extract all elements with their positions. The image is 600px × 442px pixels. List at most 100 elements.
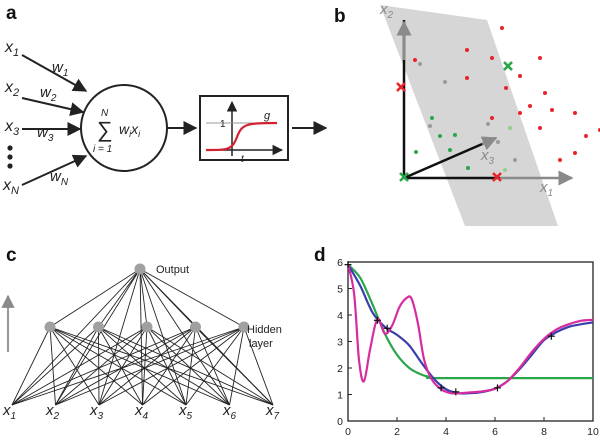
grey-point: [428, 124, 432, 128]
green-fit-curve: [347, 263, 594, 380]
input-output-edge: [55, 268, 141, 406]
y-tick-label: 4: [337, 310, 343, 322]
input-output-edge: [139, 268, 230, 406]
input-x1-label: x1: [4, 39, 19, 59]
red-point: [504, 86, 508, 90]
input-label-x6: x6: [222, 402, 237, 422]
input-hidden-edge: [98, 326, 230, 406]
hidden-output-edge: [139, 268, 245, 328]
y-tick-label: 1: [337, 390, 343, 402]
input-label-x2: x2: [45, 402, 60, 422]
input-hidden-edge: [11, 326, 51, 406]
data-point-marker: [344, 261, 352, 269]
input-output-edge: [139, 268, 187, 406]
x-tick-label: 2: [394, 426, 400, 438]
grey-point: [486, 122, 490, 126]
activation-tick-label: 1: [220, 119, 226, 130]
hidden-node: [44, 321, 56, 333]
data-point-marker: [373, 316, 381, 324]
input-hidden-edge: [55, 326, 99, 406]
green-point: [438, 134, 442, 138]
activation-axis-label: t: [241, 154, 245, 165]
input-hidden-edge: [229, 326, 245, 406]
input-hidden-edge: [49, 326, 100, 406]
input-hidden-edge: [49, 326, 274, 406]
input-hidden-edge: [146, 326, 274, 406]
panel-a: a x1 x2 x3 xN w1 w2 w3 wN N ∑ wixi i = 1: [2, 3, 328, 197]
hidden-layer-label-line2: layer: [249, 338, 273, 350]
input-labels: x1 x2 x3 x4 x5 x6 x7: [2, 402, 280, 422]
x-tick-label: 8: [541, 426, 547, 438]
input-output-edge: [98, 268, 141, 406]
red-point: [465, 76, 469, 80]
weight-arrow-n: [21, 154, 88, 186]
data-point-marker: [493, 384, 501, 392]
input-hidden-edge: [98, 326, 100, 406]
hidden-node: [190, 321, 201, 333]
hidden-output-edge: [49, 268, 141, 328]
green-cross-marker: [503, 61, 513, 71]
y-tick-label: 0: [337, 416, 343, 428]
panel-label-c: c: [6, 245, 17, 266]
red-cross-marker: [396, 82, 406, 92]
input-hidden-edge: [98, 326, 143, 406]
input-hidden-edge: [195, 326, 230, 406]
output-label: Output: [156, 264, 189, 276]
input-hidden-edge: [49, 326, 230, 406]
input-xn-label: xN: [2, 177, 19, 197]
input-hidden-edge: [55, 326, 196, 406]
plot-series: [346, 263, 594, 395]
red-point: [465, 48, 469, 52]
red-point: [573, 111, 577, 115]
y-tick-label: 3: [337, 337, 343, 349]
input-output-edge: [11, 268, 141, 406]
input-hidden-edge: [142, 326, 245, 406]
green-point: [453, 133, 457, 137]
panel-label-d: d: [314, 245, 326, 266]
input-hidden-edge: [98, 326, 187, 406]
green-point: [430, 116, 434, 120]
red-point: [490, 116, 494, 120]
input-x3-label: x3: [4, 118, 20, 138]
weight-arrow-2: [21, 97, 85, 117]
red-point: [573, 151, 577, 155]
panel-b: b x2 x1 x3: [334, 1, 600, 226]
weight-arrow-1: [21, 54, 88, 92]
input-output-edge: [139, 268, 274, 406]
sum-upper-limit: N: [101, 108, 109, 119]
grey-point: [443, 80, 447, 84]
sum-term: wixi: [119, 121, 141, 139]
red-point: [413, 58, 417, 62]
data-point-marker: [437, 384, 445, 392]
input-label-x7: x7: [265, 402, 280, 422]
input-hidden-edge: [11, 326, 245, 406]
sigma-symbol: ∑: [97, 117, 113, 142]
input-x2-label: x2: [4, 79, 19, 99]
activation-func-label: g: [264, 110, 271, 122]
input-label-x4: x4: [134, 402, 149, 422]
input-hidden-edge: [243, 326, 274, 406]
green-cross-marker: [399, 172, 409, 182]
x-tick-label: 4: [443, 426, 449, 438]
x-tick-label: 6: [492, 426, 498, 438]
red-point: [490, 56, 494, 60]
sum-lower-limit: i = 1: [93, 144, 112, 155]
x-tick-label: 0: [345, 426, 351, 438]
decision-plane: [380, 5, 558, 226]
red-point: [518, 74, 522, 78]
scatter-points: [396, 26, 600, 182]
panel-d: d 0 2 4 6 8 10 0 1 2 3 4 5 6: [314, 245, 599, 438]
input-hidden-edge: [55, 326, 245, 406]
green-point: [414, 150, 418, 154]
summation-neuron: [80, 84, 168, 172]
input-hidden-edge: [98, 326, 148, 406]
y-tick-label: 2: [337, 363, 343, 375]
input-hidden-edge: [146, 326, 230, 406]
data-point-marker: [547, 332, 555, 340]
input-hidden-edge: [146, 326, 187, 406]
network-edges: [11, 268, 274, 406]
red-point: [518, 111, 522, 115]
hidden-output-edge: [139, 268, 148, 328]
neural-network: [11, 263, 274, 406]
data-point-marker: [452, 388, 460, 396]
